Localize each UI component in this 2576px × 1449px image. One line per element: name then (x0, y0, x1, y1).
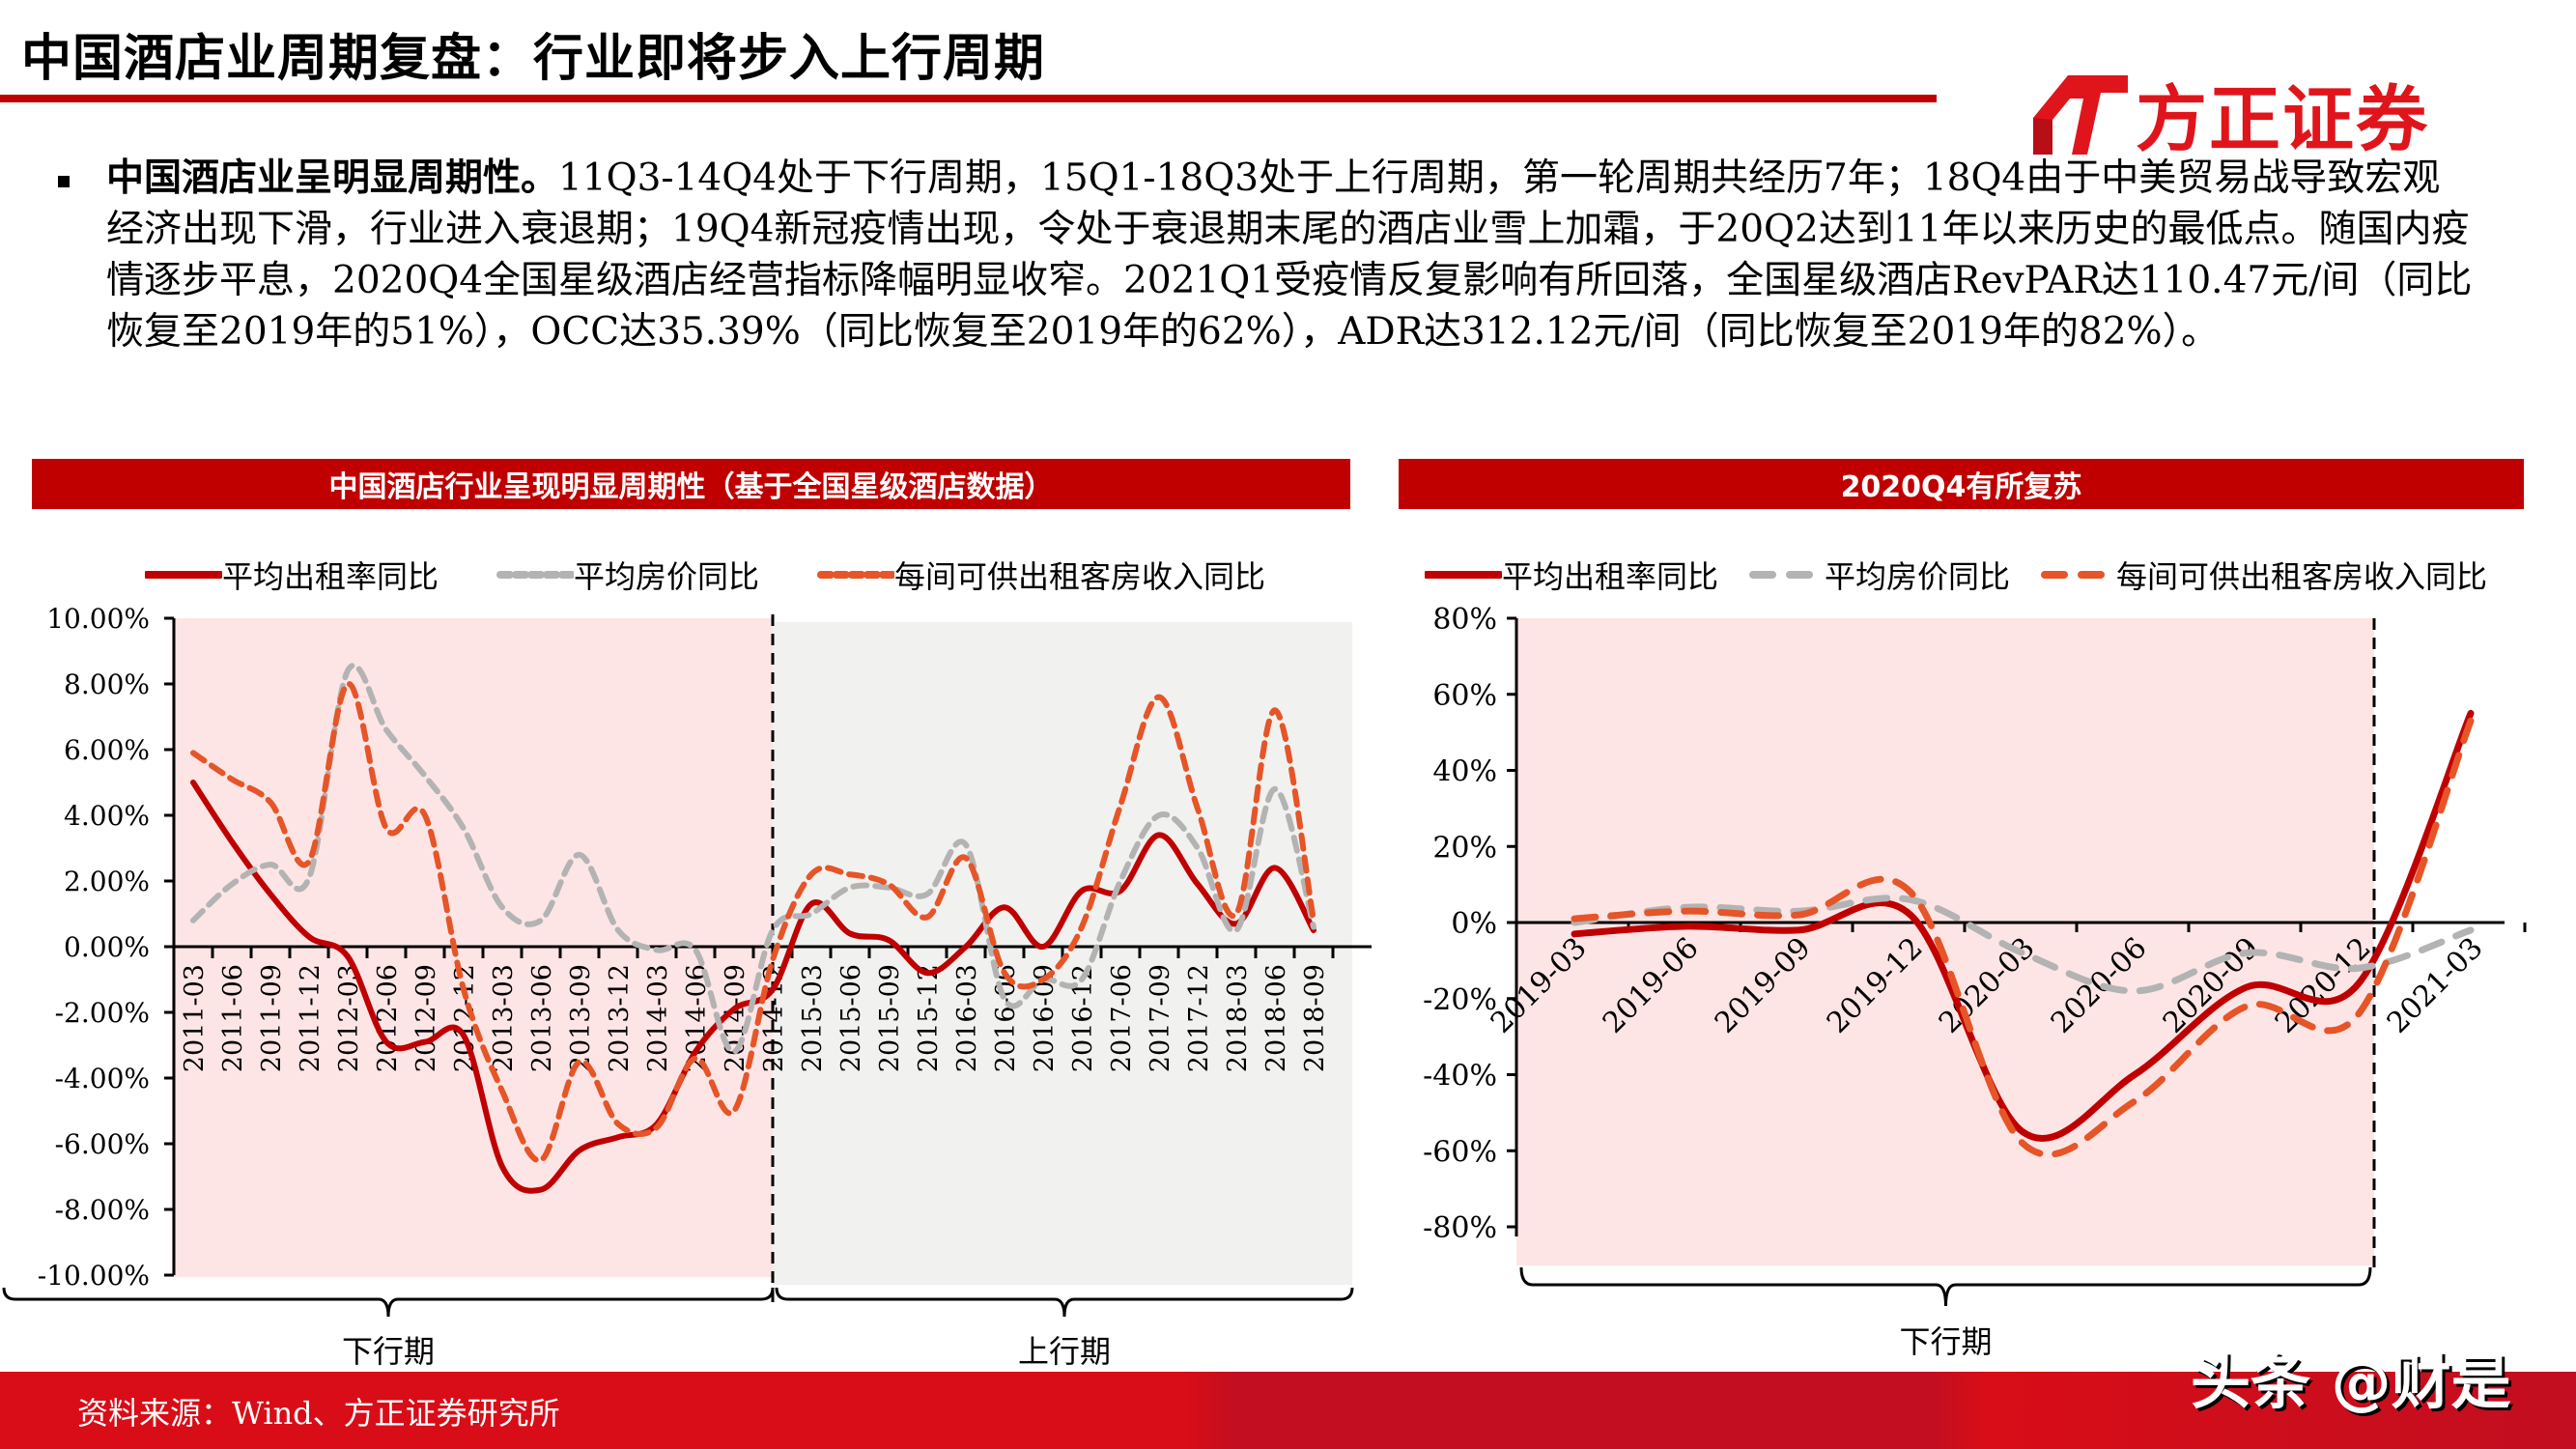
y-tick-label: 0.00% (64, 931, 150, 963)
brand-logo: 方正证券 (2024, 70, 2449, 161)
downturn-shade (1516, 618, 2374, 1265)
y-tick-label: -60% (1423, 1135, 1497, 1169)
y-tick-label: -2.00% (55, 997, 150, 1029)
x-tick-label: 2017-06 (1107, 964, 1137, 1072)
x-tick-label: 2011-09 (257, 964, 287, 1072)
period-brace (2, 1287, 775, 1318)
dotted-line-icon (496, 571, 575, 579)
x-tick-label: 2011-03 (180, 964, 210, 1072)
dotted-line-icon (817, 571, 895, 579)
dashed-line-icon (2041, 571, 2115, 579)
left-chart-header: 中国酒店行业呈现明显周期性（基于全国星级酒店数据） (32, 459, 1350, 509)
period-label: 下行期 (1899, 1323, 1992, 1360)
x-tick-label: 2012-12 (450, 964, 480, 1072)
x-tick-label: 2015-06 (836, 964, 866, 1072)
legend-item-revpar: 每间可供出租客房收入同比 (2039, 553, 2487, 597)
x-tick-label: 2014-12 (759, 964, 789, 1072)
solid-line-icon (145, 571, 222, 579)
left-chart-legend: 平均出租率同比 平均房价同比 每间可供出租客房收入同比 (145, 553, 1323, 597)
y-tick-label: 4.00% (64, 800, 150, 832)
legend-item-adr: 平均房价同比 (496, 553, 759, 597)
legend-item-occupancy: 平均出租率同比 (1425, 553, 1718, 597)
right-chart-header: 2020Q4有所复苏 (1399, 459, 2524, 509)
x-tick-label: 2016-03 (952, 964, 982, 1072)
y-tick-label: -80% (1423, 1211, 1497, 1245)
x-tick-label: 2018-09 (1300, 964, 1330, 1072)
y-tick-label: 10.00% (46, 603, 150, 635)
x-tick-label: 2012-09 (411, 964, 441, 1072)
left-line-chart: 10.00% 8.00% 6.00% 4.00% 2.00% 0.00% -2.00% -4.… (2, 603, 1372, 1370)
period-label: 上行期 (1018, 1333, 1111, 1370)
x-tick-label: 2012-06 (373, 964, 403, 1072)
y-tick-label: -4.00% (55, 1063, 150, 1094)
series-line (1571, 895, 2475, 995)
period-brace (1519, 1266, 2372, 1307)
y-tick-label: 80% (1432, 603, 1497, 637)
y-tick-label: 8.00% (64, 668, 150, 700)
summary-text: 11Q3-14Q4处于下行周期，15Q1-18Q3处于上行周期，第一轮周期共经历… (106, 156, 2473, 354)
series-line (190, 662, 1316, 1055)
y-tick-label: -6.00% (55, 1128, 150, 1160)
x-tick-label: 2013-09 (566, 964, 596, 1072)
series-line (190, 780, 1316, 1194)
legend-item-adr: 平均房价同比 (1747, 553, 2010, 597)
period-label: 下行期 (342, 1333, 435, 1370)
x-tick-label: 2017-09 (1146, 964, 1175, 1072)
series-line (1571, 709, 2475, 1142)
watermark: 头条 @财是 (2191, 1347, 2511, 1417)
x-tick-label: 2018-03 (1223, 964, 1253, 1072)
summary-lead: 中国酒店业呈明显周期性。 (106, 156, 559, 200)
x-tick-label: 2013-03 (489, 964, 519, 1072)
x-tick-label: 2013-12 (605, 964, 635, 1072)
x-tick-label: 2017-12 (1184, 964, 1214, 1072)
footer-bar: 资料来源：Wind、方正证券研究所 (0, 1372, 2576, 1449)
y-tick-label: 60% (1432, 679, 1497, 713)
page-title: 中国酒店业周期复盘：行业即将步入上行周期 (21, 30, 1046, 88)
bullet-icon (58, 176, 70, 187)
y-tick-label: 2.00% (64, 866, 150, 897)
y-tick-label: -10.00% (38, 1260, 150, 1292)
fangzheng-logo-mark-icon (2033, 75, 2128, 155)
y-tick-label: 40% (1432, 755, 1497, 789)
x-tick-label: 2015-09 (875, 964, 905, 1072)
brand-name: 方正证券 (2136, 77, 2429, 161)
x-tick-label: 2013-06 (527, 964, 557, 1072)
x-tick-label: 2011-12 (296, 964, 326, 1072)
x-tick-label: 2018-06 (1261, 964, 1291, 1072)
series-line (1571, 717, 2475, 1158)
period-brace (775, 1287, 1354, 1318)
x-tick-label: 2011-06 (218, 964, 248, 1072)
x-tick-label: 2015-03 (798, 964, 828, 1072)
y-tick-label: -40% (1423, 1060, 1497, 1094)
data-source: 资料来源：Wind、方正证券研究所 (77, 1395, 560, 1432)
y-tick-label: 0% (1451, 907, 1497, 941)
legend-item-occupancy: 平均出租率同比 (145, 553, 439, 597)
y-tick-label: -20% (1423, 983, 1497, 1017)
x-tick-label: 2016-12 (1068, 964, 1098, 1072)
x-tick-label: 2015-12 (914, 964, 944, 1072)
x-tick-label: 2014-03 (643, 964, 673, 1072)
x-tick-label: 2016-06 (991, 964, 1021, 1072)
legend-item-revpar: 每间可供出租客房收入同比 (817, 553, 1265, 597)
charts-canvas: 10.00% 8.00% 6.00% 4.00% 2.00% 0.00% -2.00% -4.… (2, 603, 2527, 1370)
dashed-line-icon (1749, 571, 1824, 579)
series-line (190, 680, 1316, 1164)
y-tick-label: -8.00% (55, 1194, 150, 1226)
right-line-chart: 80%60%40%20%0%-20%-40%-60%-80%2019-03 201… (1423, 603, 2527, 1360)
right-chart-legend: 平均出租率同比 平均房价同比 每间可供出租客房收入同比 (1425, 553, 2545, 597)
solid-line-icon (1425, 571, 1502, 579)
title-divider (0, 95, 1937, 102)
summary-paragraph: 中国酒店业呈明显周期性。11Q3-14Q4处于下行周期，15Q1-18Q3处于上… (58, 153, 2473, 357)
y-tick-label: 6.00% (64, 734, 150, 766)
y-tick-label: 20% (1432, 831, 1497, 865)
